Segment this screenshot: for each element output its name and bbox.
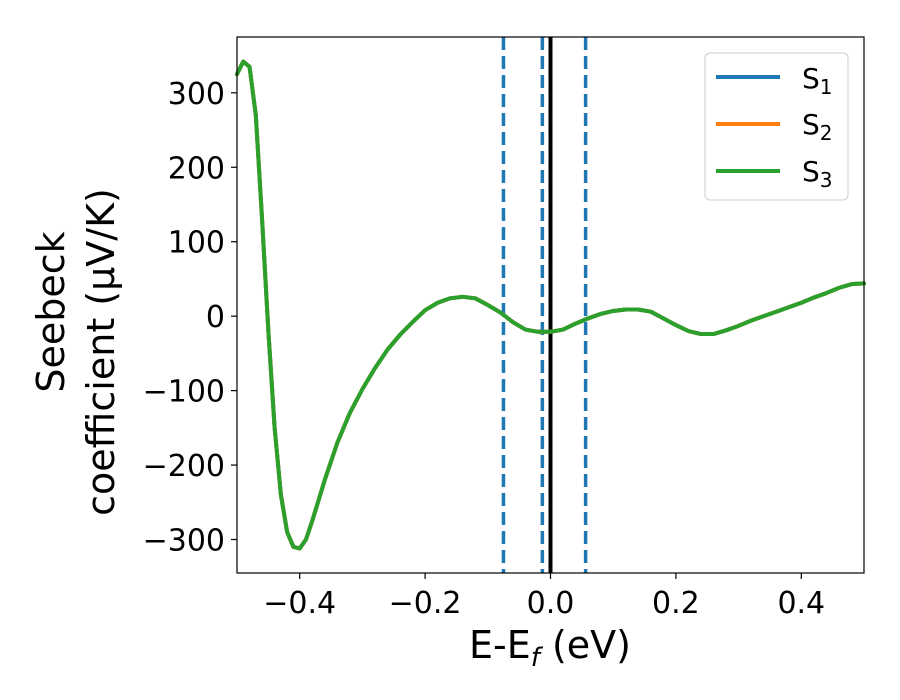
x-axis-label-main: E-E (469, 623, 531, 667)
vertical-reference-lines (501, 37, 588, 573)
x-axis-label-unit: (eV) (540, 623, 631, 667)
y-tick-label: −200 (143, 449, 225, 484)
y-axis-label-line2: coefficient (μV/K) (79, 188, 123, 516)
y-axis-label-line1: Seebeck (29, 231, 73, 392)
x-tick-label: −0.2 (389, 586, 462, 621)
y-tick-label: 300 (168, 77, 225, 112)
series-line-s3 (235, 59, 866, 551)
y-axis-ticks: 300 200 100 0 −100 −200 −300 (143, 77, 237, 559)
legend-label-s3-sub: 3 (820, 168, 833, 192)
legend-label-s3: S3 (802, 155, 833, 192)
legend-label-s1: S1 (802, 62, 833, 99)
legend-label-s2: S2 (802, 108, 833, 145)
legend-box (704, 52, 849, 201)
legend-label-s1-sub: 1 (820, 75, 833, 99)
y-tick-label: −300 (143, 524, 225, 559)
x-tick-label: −0.4 (263, 586, 336, 621)
legend-label-s1-main: S (802, 62, 820, 95)
series-lines (235, 59, 866, 551)
y-tick-label: 200 (168, 151, 225, 186)
y-tick-label: −100 (143, 375, 225, 410)
legend-label-s2-main: S (802, 108, 820, 141)
x-tick-label: 0.0 (527, 586, 575, 621)
x-tick-label: 0.4 (777, 586, 825, 621)
y-tick-label: 0 (206, 300, 225, 335)
legend-label-s3-main: S (802, 155, 820, 188)
y-tick-label: 100 (168, 226, 225, 261)
x-axis-ticks: −0.4 −0.2 0.0 0.2 0.4 (263, 573, 825, 621)
y-axis-label: Seebeck coefficient (μV/K) (29, 188, 123, 516)
legend: S1 S2 S3 (704, 52, 849, 201)
legend-label-s2-sub: 2 (820, 121, 833, 145)
x-axis-label: E-Ef (eV) (469, 623, 631, 673)
x-tick-label: 0.2 (652, 586, 700, 621)
